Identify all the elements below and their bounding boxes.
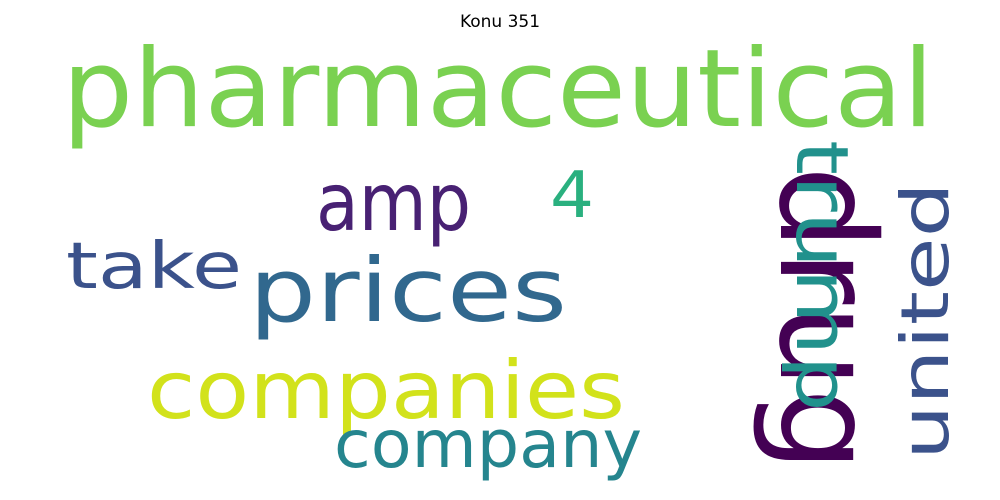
word-4: 4 — [550, 159, 594, 233]
word-amp: amp — [316, 156, 471, 249]
word-company: company — [334, 406, 642, 483]
figure-title: Konu 351 — [459, 12, 541, 32]
word-pharmaceutical: pharmaceutical — [62, 27, 934, 152]
word-prices: prices — [249, 239, 567, 342]
word-trump: trump — [780, 140, 864, 412]
word-united: united — [887, 182, 964, 460]
word-drug: drug — [749, 166, 903, 472]
word-take: take — [66, 230, 242, 304]
word-companies: companies — [147, 344, 625, 437]
